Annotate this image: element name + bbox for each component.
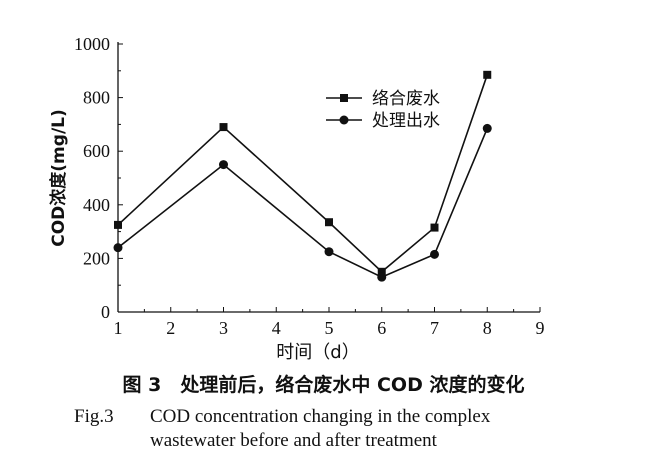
legend-entry-2: 处理出水 xyxy=(326,111,440,131)
data-point xyxy=(324,247,334,257)
data-point xyxy=(219,160,228,170)
legend-label: 处理出水 xyxy=(372,111,440,131)
legend-label: 络合废水 xyxy=(372,89,440,109)
y-tick-label: 800 xyxy=(83,88,110,108)
y-tick-label: 1000 xyxy=(74,34,110,54)
data-point xyxy=(219,123,228,132)
figure-caption-chinese: 图 3 处理前后，络合废水中 COD 浓度的变化 xyxy=(122,374,525,396)
x-tick-label: 9 xyxy=(536,318,545,338)
legend-swatch-marker xyxy=(339,115,349,125)
data-point xyxy=(377,267,386,276)
legend-swatch-marker xyxy=(340,94,348,102)
figure-label: Fig.3 xyxy=(74,406,114,427)
x-axis-label: 时间（d） xyxy=(276,342,359,363)
data-point xyxy=(114,220,122,229)
y-tick-label: 0 xyxy=(101,302,110,322)
x-tick-label: 3 xyxy=(219,318,228,338)
series-layer xyxy=(113,70,492,282)
x-tick-label: 8 xyxy=(483,318,492,338)
y-axis-label: COD浓度(mg/L) xyxy=(48,109,69,247)
data-point xyxy=(483,70,492,79)
series-2 xyxy=(113,123,492,282)
series-1 xyxy=(114,70,492,276)
x-tick-label: 6 xyxy=(377,318,386,338)
axes xyxy=(117,42,540,313)
x-tick-label: 2 xyxy=(166,318,175,338)
y-tick-label: 600 xyxy=(83,141,110,161)
data-point xyxy=(113,243,123,253)
ticks: 1 2 3 4 5 6 7 8 9 0 200 400 600 800 1000 xyxy=(74,34,545,338)
legend-entry-1: 络合废水 xyxy=(326,89,440,109)
data-point xyxy=(430,249,439,259)
data-point xyxy=(482,123,492,133)
figure-caption-english: Fig.3 COD concentration changing in the c… xyxy=(74,405,490,453)
data-point xyxy=(325,218,333,227)
caption-line-1: COD concentration changing in the comple… xyxy=(150,406,491,427)
y-tick-label: 400 xyxy=(83,195,110,215)
data-point xyxy=(430,223,439,232)
data-point xyxy=(377,272,387,282)
series-line xyxy=(117,74,489,273)
y-tick-label: 200 xyxy=(83,248,110,268)
caption-line-2: wastewater before and after treatment xyxy=(150,430,437,451)
x-tick-label: 1 xyxy=(114,318,123,338)
series-line xyxy=(117,128,488,279)
x-tick-label: 7 xyxy=(430,318,439,338)
x-tick-label: 5 xyxy=(325,318,334,338)
x-tick-label: 4 xyxy=(272,318,281,338)
